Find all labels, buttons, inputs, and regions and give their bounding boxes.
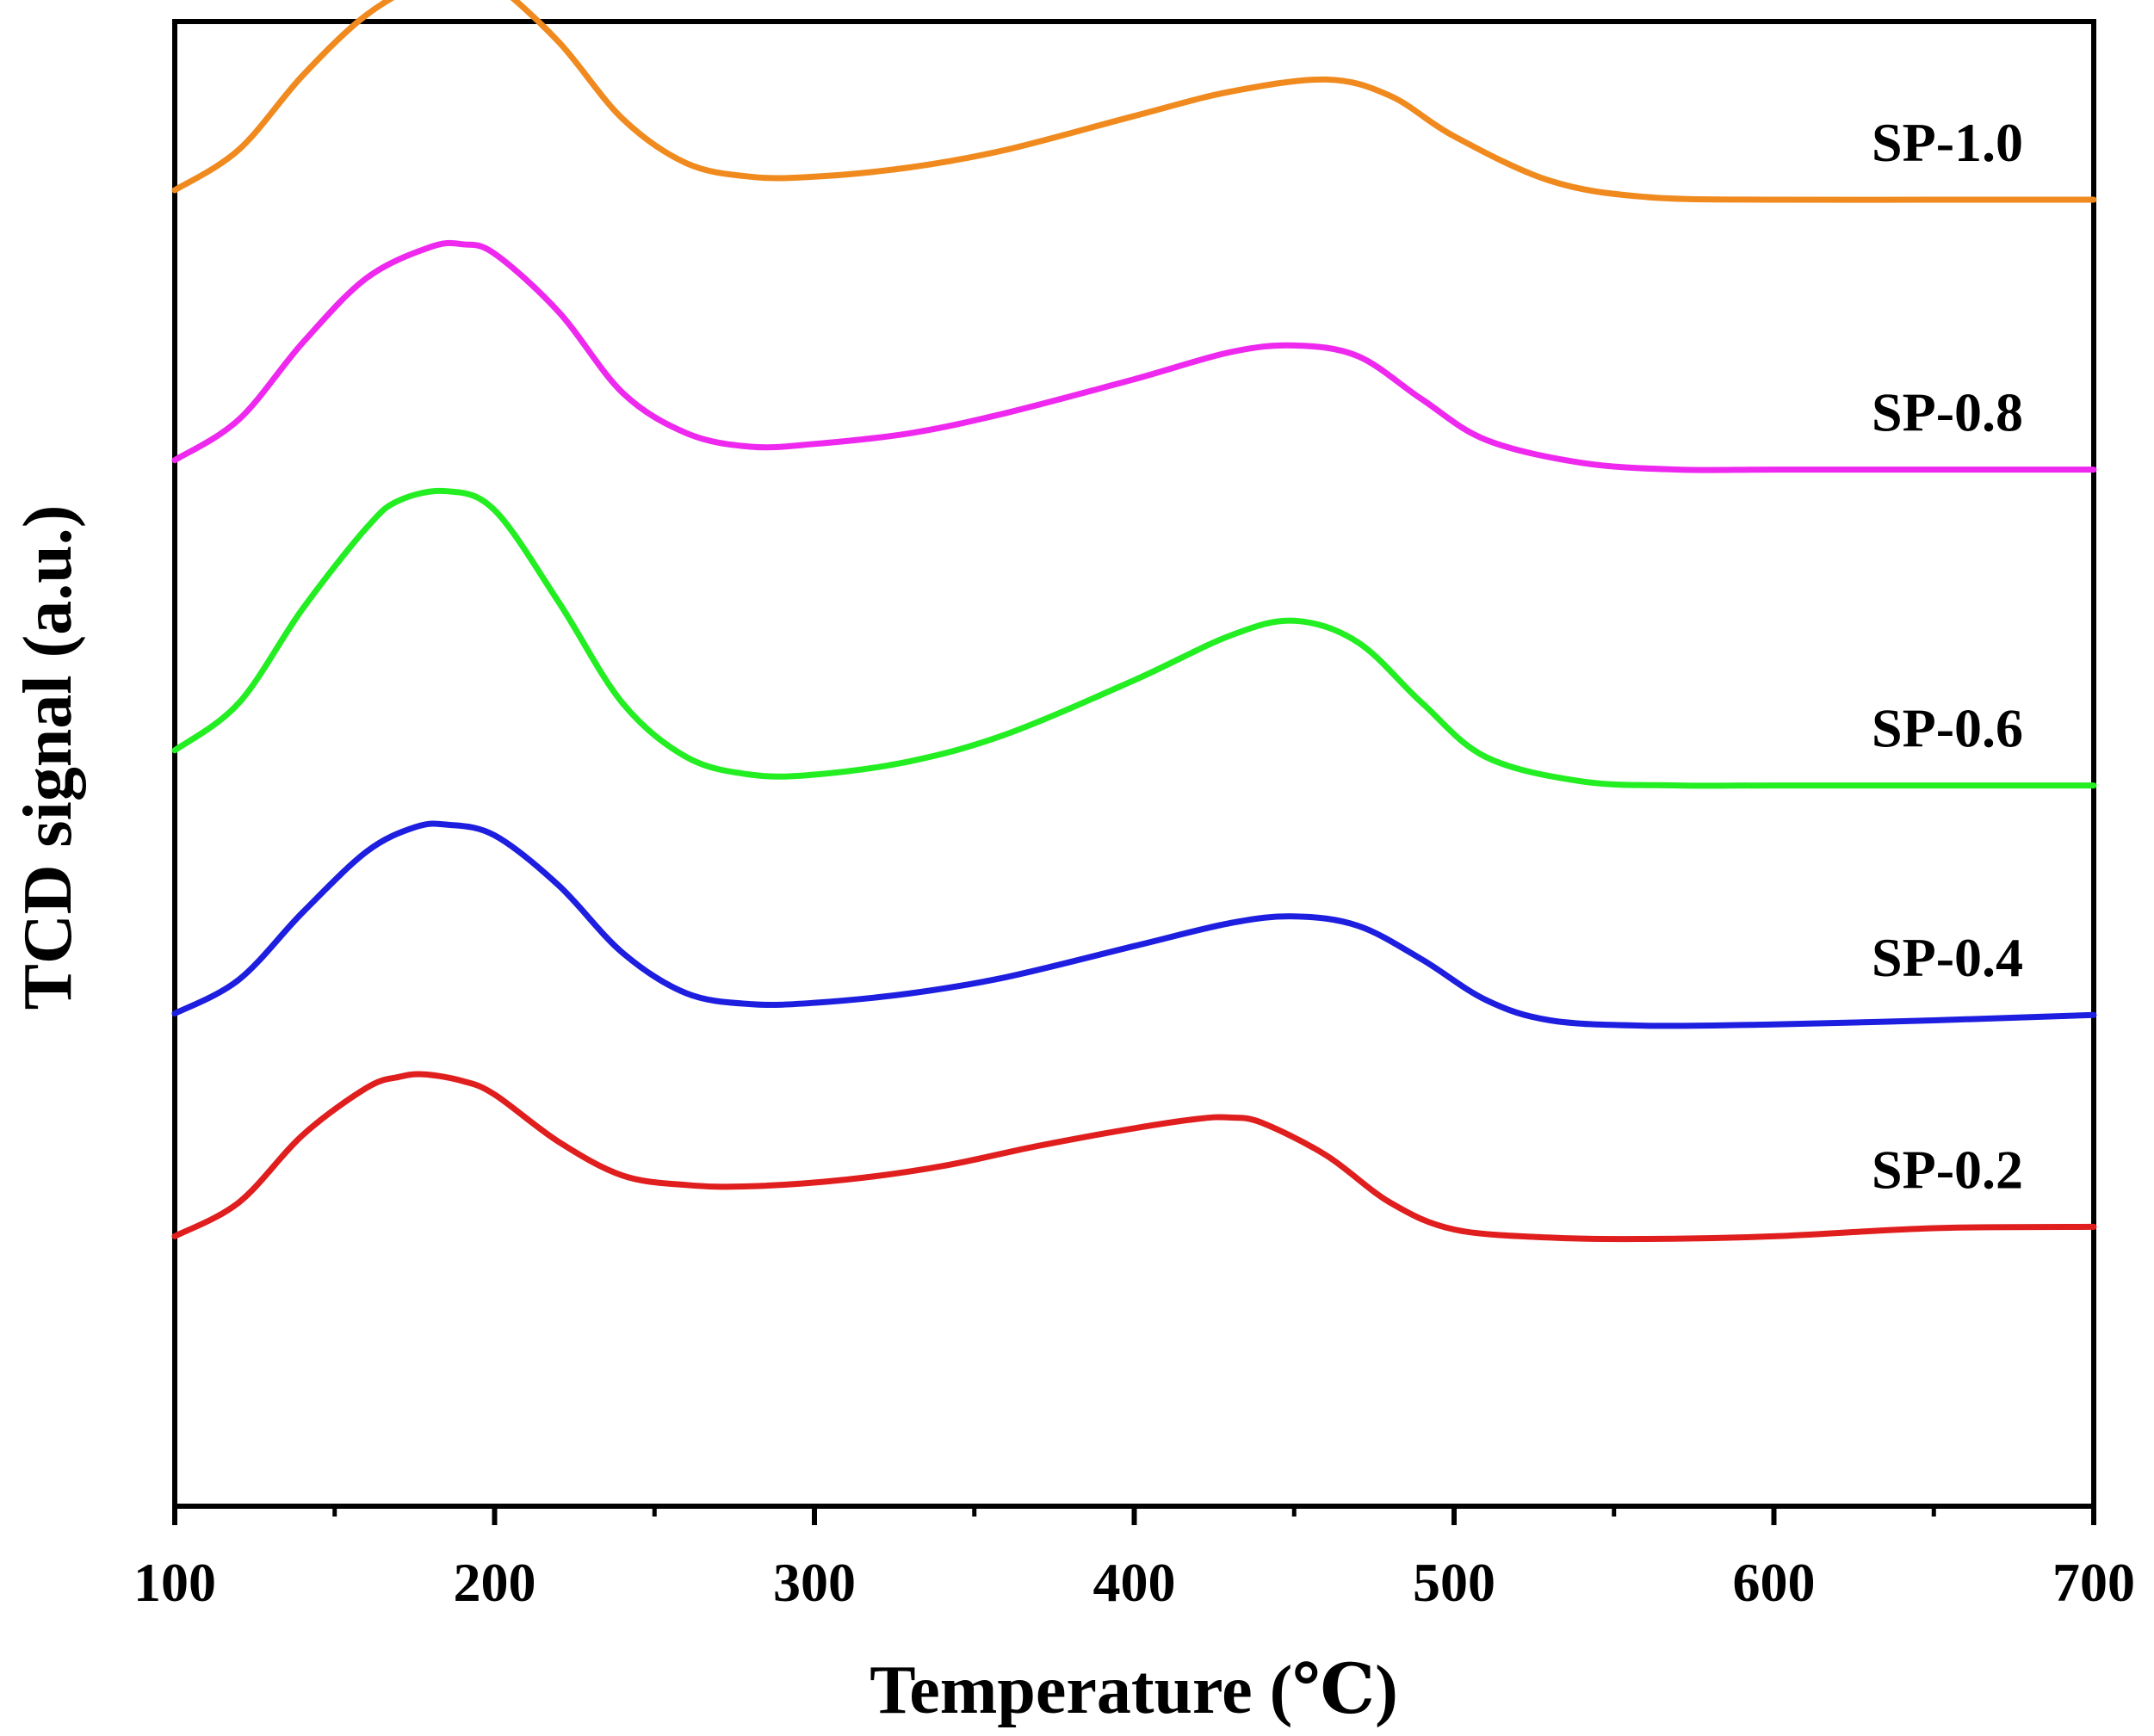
series-label-sp-1-0: SP-1.0 [1872, 112, 2023, 173]
x-axis-ticks [172, 1506, 2096, 1525]
x-axis-title: Temperature (℃) [870, 1653, 1398, 1728]
series-line-sp-0-2 [171, 1071, 2097, 1243]
x-tick-label: 600 [1733, 1552, 1816, 1613]
series-line-sp-0-4 [171, 820, 2097, 1029]
x-tick-label: 200 [454, 1552, 536, 1613]
x-tick-label: 300 [773, 1552, 856, 1613]
x-tick-label: 700 [2052, 1552, 2135, 1613]
series-line-sp-1-0 [171, 0, 2097, 203]
series-line-sp-0-6 [171, 487, 2097, 789]
series-label-sp-0-2: SP-0.2 [1872, 1139, 2023, 1200]
series-lines [171, 0, 2097, 1243]
x-axis-tick-labels: 100 200 300 400 500 600 700 [133, 1552, 2135, 1613]
x-tick-label: 400 [1093, 1552, 1176, 1613]
series-labels: SP-1.0 SP-0.8 SP-0.6 SP-0.4 SP-0.2 [1872, 112, 2023, 1200]
x-tick-label: 100 [133, 1552, 216, 1613]
series-line-sp-0-8 [171, 239, 2097, 473]
series-label-sp-0-4: SP-0.4 [1872, 927, 2023, 988]
series-label-sp-0-8: SP-0.8 [1872, 382, 2023, 443]
y-axis-title: TCD signal (a.u.) [10, 505, 86, 1010]
x-tick-label: 500 [1413, 1552, 1495, 1613]
series-label-sp-0-6: SP-0.6 [1872, 698, 2023, 759]
